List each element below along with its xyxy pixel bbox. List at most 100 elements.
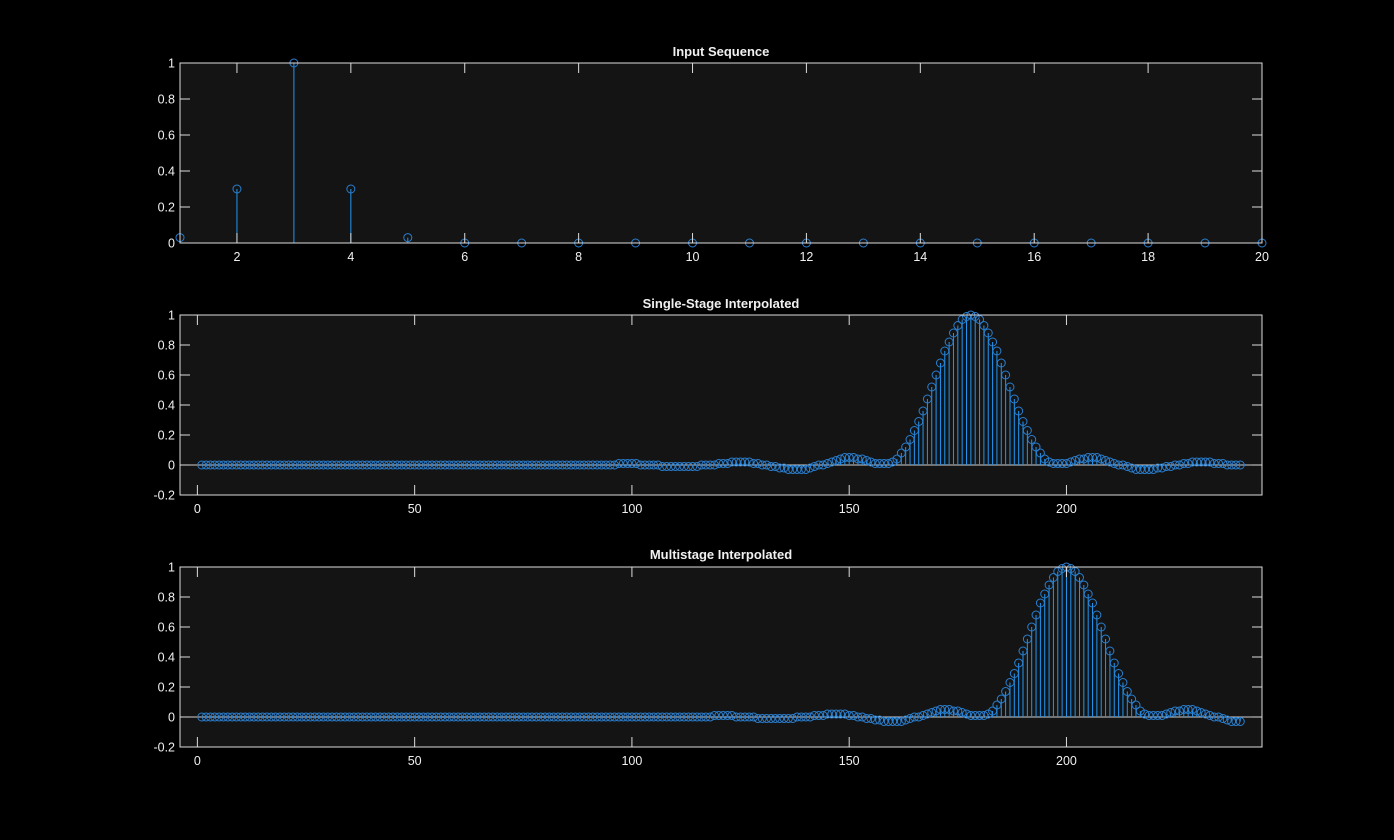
stem-marker	[358, 460, 368, 470]
stem-marker	[1214, 712, 1224, 722]
stem-marker	[231, 712, 241, 722]
y-tick-label: 0.6	[158, 369, 175, 383]
stem-marker	[544, 460, 554, 470]
stem-marker	[714, 711, 724, 720]
x-tick-label: 20	[1255, 250, 1269, 264]
stem-marker	[275, 712, 285, 722]
stem-marker	[649, 712, 659, 722]
stem-marker	[344, 460, 354, 470]
stem-marker	[623, 459, 633, 468]
stem-marker	[857, 454, 867, 464]
stem-marker	[840, 453, 850, 462]
stem-marker	[614, 459, 624, 468]
stem-marker	[405, 712, 415, 722]
stem-marker	[579, 712, 589, 722]
stem-marker	[423, 460, 433, 470]
stem-marker	[753, 714, 763, 723]
stem-marker	[670, 462, 680, 471]
stem-marker	[653, 712, 663, 722]
stem-marker	[1205, 457, 1215, 467]
stem-marker	[1222, 715, 1232, 725]
stem-marker	[597, 460, 607, 470]
stem-marker	[236, 712, 246, 722]
stem-marker	[740, 457, 750, 467]
stem-marker	[510, 712, 520, 722]
stem-marker	[914, 417, 924, 426]
y-tick-label: 0.4	[158, 165, 175, 179]
x-tick-label: 2	[233, 250, 240, 264]
stem-marker	[948, 328, 958, 338]
stem-marker	[644, 712, 654, 722]
stem-marker	[822, 459, 832, 468]
stem-marker	[610, 460, 620, 470]
stem-marker	[379, 460, 389, 470]
stem-marker	[1170, 706, 1180, 716]
stem-marker	[870, 459, 880, 468]
stem-marker	[253, 712, 263, 722]
stem-marker	[870, 715, 880, 725]
stem-marker	[1057, 459, 1067, 468]
stem-marker	[914, 712, 924, 722]
stem-marker	[801, 465, 811, 474]
stem-marker	[1127, 463, 1137, 473]
stem-marker	[1122, 462, 1132, 471]
stem-marker	[827, 709, 837, 719]
stem-marker	[531, 712, 541, 722]
stem-marker	[1148, 465, 1158, 474]
stem-marker	[1196, 708, 1206, 717]
stem-marker	[662, 462, 672, 471]
stem-marker	[336, 460, 346, 470]
stem-marker	[323, 460, 333, 470]
stem-marker	[757, 460, 767, 470]
stem-marker	[475, 712, 485, 722]
axes-background	[180, 63, 1262, 243]
stem-marker	[501, 460, 511, 470]
stem-marker	[366, 712, 376, 722]
stem-marker	[397, 712, 407, 722]
stem-marker	[597, 712, 607, 722]
stem-marker	[983, 328, 993, 338]
stem-marker	[1053, 459, 1063, 468]
stem-marker	[696, 712, 706, 722]
stem-marker	[514, 712, 524, 722]
stem-marker	[696, 460, 706, 470]
stem-marker	[962, 312, 972, 321]
stem-marker	[1201, 709, 1211, 719]
stem-marker	[301, 712, 311, 722]
stem-marker	[657, 462, 667, 471]
stem-marker	[701, 460, 711, 470]
stem-marker	[723, 711, 733, 720]
stem-marker	[718, 459, 728, 468]
stem-marker	[1083, 453, 1093, 462]
stem-marker	[488, 460, 498, 470]
stem-marker	[1196, 457, 1206, 467]
stem-marker	[488, 712, 498, 722]
stem-marker	[831, 456, 841, 465]
stem-marker	[731, 712, 741, 722]
stem-marker	[1101, 634, 1111, 644]
stem-marker	[310, 712, 320, 722]
stem-marker	[1192, 706, 1202, 716]
stem-marker	[305, 712, 315, 722]
y-tick-label: 0.8	[158, 591, 175, 605]
stem-marker	[210, 460, 220, 470]
stem-marker	[245, 460, 255, 470]
stem-marker	[549, 460, 559, 470]
stem-marker	[1135, 465, 1145, 474]
stem-marker	[1114, 460, 1124, 470]
stem-marker	[683, 462, 693, 471]
stem-marker	[253, 460, 263, 470]
stem-marker	[1022, 426, 1032, 435]
stem-marker	[1161, 709, 1171, 719]
stem-marker	[271, 460, 281, 470]
subplot-title: Multistage Interpolated	[650, 547, 792, 562]
stem-marker	[727, 711, 737, 720]
stem-marker	[766, 462, 776, 471]
stem-marker	[627, 712, 637, 722]
stem-marker	[431, 460, 441, 470]
stem-marker	[349, 460, 359, 470]
stem-marker	[492, 712, 502, 722]
stem-marker	[640, 460, 650, 470]
x-tick-label: 150	[839, 754, 860, 768]
